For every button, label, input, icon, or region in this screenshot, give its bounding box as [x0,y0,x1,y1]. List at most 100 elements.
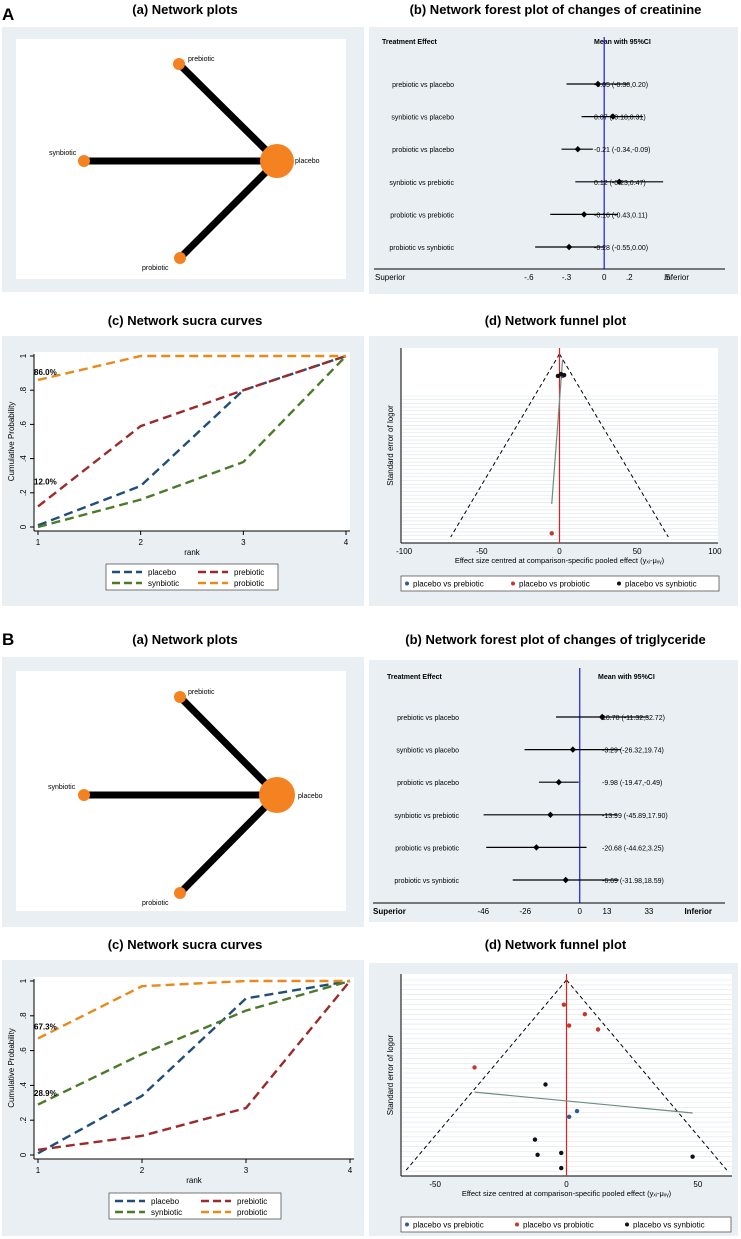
y-tick-label: .2 [19,489,28,496]
funnel-point [566,1023,572,1028]
forest-row-label: synbiotic vs placebo [391,115,454,122]
legend-label: synbiotic [151,1208,182,1217]
legend-label: placebo vs prebiotic [413,580,484,589]
forest-header: Mean with 95%CI [594,39,651,46]
network-node [174,887,186,899]
network-plot-title: (a) Network plots [132,632,238,647]
funnel-left [450,353,560,538]
section-b-label: B [2,630,15,649]
funnel-point [543,1082,548,1087]
legend-marker [625,1222,629,1227]
network-node [260,144,294,178]
forest-header: Treatment Effect [382,39,438,46]
legend-box [400,575,720,592]
legend-label: synbiotic [148,579,179,588]
x-tick-label: 50 [693,1180,702,1189]
x-tick-label: 0 [557,547,562,556]
y-tick-label: .8 [19,1012,28,1019]
estimate-marker [565,243,573,251]
node-label: probiotic [142,265,169,272]
legend-marker [515,1222,519,1227]
sucra-annotation: 12.0% [34,477,57,486]
forest-header: Treatment Effect [387,674,443,681]
estimate-marker [574,146,582,153]
y-tick-label: .8 [19,386,28,393]
forest-row-label: synbiotic vs prebiotic [394,813,459,820]
funnel-point [566,1114,572,1119]
legend-label: placebo [151,1197,180,1206]
forest-row-value: -0.05 (-0.30,0.20) [594,82,648,89]
series-line [37,354,347,508]
network-node [173,58,185,70]
x-tick-label: 2 [140,1166,145,1175]
superior-label: Superior [373,907,406,916]
funnel-point [559,1165,564,1171]
legend-label: prebiotic [234,568,264,577]
forest-panel: Treatment Effect Mean with 95%CI prebiotic… [369,660,738,922]
node-label: placebo [298,793,323,800]
y-tick-label: .6 [19,1047,28,1054]
forest-row-value: -3.29 (-26.32,19.74) [602,748,664,755]
legend-label: placebo [148,568,177,577]
funnel-point [555,373,561,379]
y-tick-label: .6 [19,421,28,428]
x-tick-label: 4 [348,1166,353,1175]
y-tick-label: 0 [19,1152,28,1157]
node-label: synbiotic [48,784,76,791]
x-tick-label: -50 [429,1180,441,1189]
forest-row-value: -13.99 (-45.89,17.90) [602,813,668,820]
x-tick-label: -.6 [524,273,534,282]
x-tick-label: .2 [626,273,633,282]
regression-line [474,1091,693,1114]
node-label: synbiotic [49,150,77,157]
y-tick-label: 0 [19,524,28,529]
legend-marker [511,581,515,586]
superior-label: Superior [375,273,406,282]
estimate-marker [598,713,606,721]
legend-box [400,1216,732,1233]
funnel-point [690,1154,695,1159]
sucra-chart: 0 .2 .4 .6 .8 1 1 2 3 4 rank Cumulative Probability… [7,977,354,1220]
forest-row-label: synbiotic vs prebiotic [389,180,454,187]
network-node [174,252,186,264]
sucra-annotation: 28.9% [34,1089,57,1098]
y-tick-label: .4 [19,455,28,462]
network-panel: prebiotic synbiotic placebo probiotic [2,657,364,927]
network-edge [176,61,280,164]
forest-row-label: prebiotic vs placebo [392,82,454,89]
series-line [37,354,346,382]
x-tick-label: 13 [603,907,612,916]
legend-label: placebo vs probiotic [523,1221,594,1230]
estimate-marker [555,779,563,786]
x-tick-label: .5 [664,273,671,282]
node-label: probiotic [142,900,169,907]
plot-area [34,977,354,1159]
x-tick-label: 0 [602,273,607,282]
sucra-chart: 0 .2 .4 .6 .8 1 1 2 3 4 rank Cumulative Probability… [7,352,350,591]
legend-marker [405,1222,409,1227]
x-tick-label: -26 [519,907,531,916]
funnel-point [472,1065,477,1070]
forest-row-value: 10.70 (-11.32,32.72) [602,715,665,722]
y-axis-label: Standard error of logor [386,1034,395,1115]
series-line [37,355,347,529]
estimate-marker [562,876,569,884]
y-tick-label: .4 [19,1082,28,1089]
forest-row-value: -0.16 (-0.43,0.11) [594,212,648,219]
y-axis-label: Cumulative Probability [7,1028,16,1108]
x-axis-label: rank [184,548,201,557]
legend-marker [405,581,409,586]
x-tick-label: -100 [396,547,413,556]
network-node [78,155,90,167]
x-tick-label: 4 [344,538,349,547]
x-tick-label: 0 [564,1180,569,1189]
sucra-panel: 0 .2 .4 .6 .8 1 1 2 3 4 rank Cumulative Probability… [2,336,364,606]
section-a-label: A [2,5,15,24]
legend-box [105,563,279,591]
x-tick-label: -50 [476,547,488,556]
y-tick-label: 1 [19,978,28,983]
estimate-marker [569,746,577,753]
legend-box [108,1192,282,1220]
plot-area [34,352,350,531]
x-tick-label: 50 [633,547,642,556]
